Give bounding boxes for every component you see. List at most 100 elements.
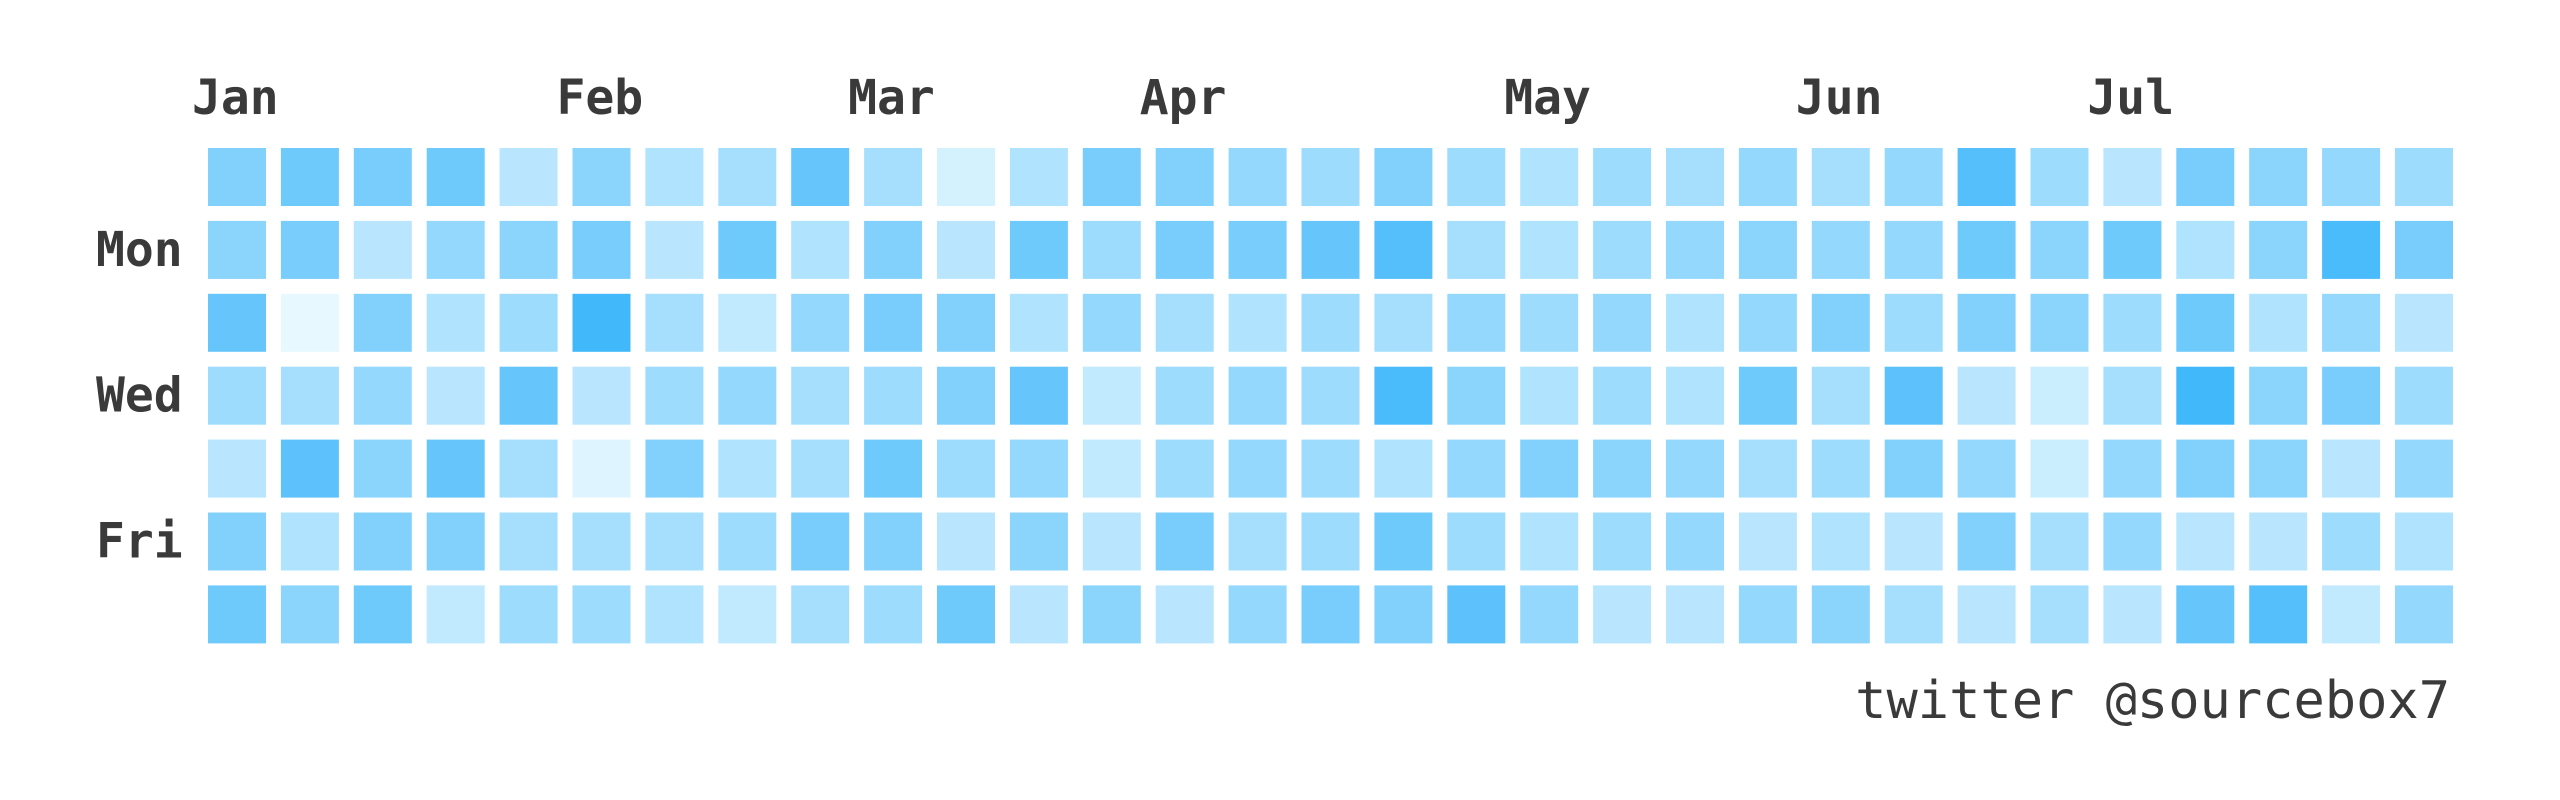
heatmap-cell-r4-c21 [1738,439,1797,498]
heatmap-cell-r3-c6 [645,366,704,425]
heatmap-cell-r1-c11 [1009,220,1068,279]
month-label-may: May [1504,70,1591,126]
heatmap-cell-r2-c18 [1520,293,1579,352]
heatmap-cell-r2-c8 [791,293,850,352]
heatmap-cell-r1-c24 [1957,220,2016,279]
heatmap-cell-r0-c23 [1884,148,1943,206]
heatmap-cell-r3-c15 [1301,366,1360,425]
heatmap-cell-r1-c7 [718,220,777,279]
heatmap-cell-r5-c25 [2030,512,2089,571]
month-label-apr: Apr [1140,70,1227,126]
heatmap-cell-r4-c10 [937,439,995,498]
heatmap-cell-r2-c26 [2103,293,2162,352]
heatmap-cell-r6-c18 [1520,585,1579,644]
heatmap-cell-r4-c1 [280,439,339,498]
heatmap-cell-r2-c29 [2322,293,2381,352]
heatmap-cell-r5-c10 [937,512,995,571]
heatmap-cell-r3-c20 [1666,366,1724,425]
heatmap-cell-r2-c21 [1738,293,1797,352]
heatmap-cell-r3-c8 [791,366,850,425]
heatmap-cell-r5-c22 [1811,512,1870,571]
heatmap-cell-r4-c17 [1447,439,1506,498]
heatmap-cell-r5-c21 [1738,512,1797,571]
heatmap-cell-r2-c28 [2249,293,2308,352]
heatmap-cell-r6-c20 [1666,585,1724,644]
heatmap-cell-r1-c5 [572,220,631,279]
heatmap-cell-r4-c19 [1593,439,1652,498]
heatmap-cell-r1-c17 [1447,220,1506,279]
heatmap-cell-r4-c4 [499,439,558,498]
heatmap-cell-r0-c7 [718,148,777,206]
month-label-jul: Jul [2087,70,2174,126]
day-labels: Mon Wed Fri [96,222,183,570]
heatmap-cell-r4-c15 [1301,439,1360,498]
heatmap-cell-r3-c28 [2249,366,2308,425]
heatmap-cell-r2-c16 [1374,293,1433,352]
heatmap-cell-r4-c9 [864,439,923,498]
heatmap-cell-r3-c24 [1957,366,2016,425]
heatmap-cell-r5-c11 [1009,512,1068,571]
heatmap-cell-r2-c24 [1957,293,2016,352]
heatmap-cell-r0-c2 [353,148,412,206]
heatmap-cell-r1-c14 [1228,220,1287,279]
heatmap-cell-r3-c27 [2176,366,2235,425]
heatmap-cell-r6-c4 [499,585,558,644]
heatmap-cell-r4-c22 [1811,439,1870,498]
heatmap-cell-r6-c27 [2176,585,2235,644]
heatmap-cell-r0-c19 [1593,148,1652,206]
heatmap-cell-r2-c12 [1082,293,1141,352]
heatmap-cell-r0-c6 [645,148,704,206]
heatmap-cell-r1-c28 [2249,220,2308,279]
heatmap-cell-r6-c3 [426,585,485,644]
heatmap-cell-r5-c29 [2322,512,2381,571]
heatmap-cell-r3-c14 [1228,366,1287,425]
heatmap-cell-r3-c10 [937,366,995,425]
heatmap-cell-r0-c1 [280,148,339,206]
heatmap-cell-r4-c16 [1374,439,1433,498]
heatmap-cell-r3-c13 [1155,366,1214,425]
heatmap-cell-r0-c8 [791,148,850,206]
heatmap-cell-r5-c27 [2176,512,2235,571]
heatmap-cell-r2-c0 [208,293,266,352]
heatmap-cell-r0-c4 [499,148,558,206]
heatmap-cell-r1-c29 [2322,220,2381,279]
heatmap-cell-r3-c17 [1447,366,1506,425]
heatmap-cell-r0-c10 [937,148,995,206]
heatmap-cell-r4-c12 [1082,439,1141,498]
heatmap-cell-r2-c11 [1009,293,1068,352]
heatmap-cell-r0-c22 [1811,148,1870,206]
heatmap-cell-r0-c24 [1957,148,2016,206]
heatmap-cell-r0-c21 [1738,148,1797,206]
heatmap-cell-r4-c18 [1520,439,1579,498]
heatmap-cell-r4-c5 [572,439,631,498]
heatmap-cell-r1-c6 [645,220,704,279]
credit-label: twitter @sourcebox7 [1855,671,2450,731]
heatmap-cell-r5-c20 [1666,512,1724,571]
heatmap-cell-r6-c17 [1447,585,1506,644]
heatmap-cell-r2-c27 [2176,293,2235,352]
heatmap-cell-r4-c23 [1884,439,1943,498]
heatmap-cell-r0-c3 [426,148,485,206]
heatmap-cell-r5-c14 [1228,512,1287,571]
heatmap-cell-r0-c9 [864,148,923,206]
heatmap-cell-r5-c4 [499,512,558,571]
heatmap-cell-r5-c23 [1884,512,1943,571]
day-label-fri: Fri [96,514,183,570]
cells-layer [208,148,2453,644]
heatmap-cell-r0-c30 [2395,148,2453,206]
heatmap-cell-r1-c0 [208,220,266,279]
heatmap-cell-r6-c9 [864,585,923,644]
heatmap-cell-r0-c27 [2176,148,2235,206]
heatmap-cell-r5-c30 [2395,512,2453,571]
heatmap-cell-r5-c1 [280,512,339,571]
heatmap-cell-r5-c18 [1520,512,1579,571]
heatmap-cell-r4-c28 [2249,439,2308,498]
heatmap-cell-r5-c28 [2249,512,2308,571]
heatmap-cell-r4-c29 [2322,439,2381,498]
heatmap-cell-r3-c5 [572,366,631,425]
heatmap-cell-r0-c12 [1082,148,1141,206]
heatmap-cell-r0-c11 [1009,148,1068,206]
heatmap-cell-r1-c19 [1593,220,1652,279]
heatmap-cell-r2-c7 [718,293,777,352]
